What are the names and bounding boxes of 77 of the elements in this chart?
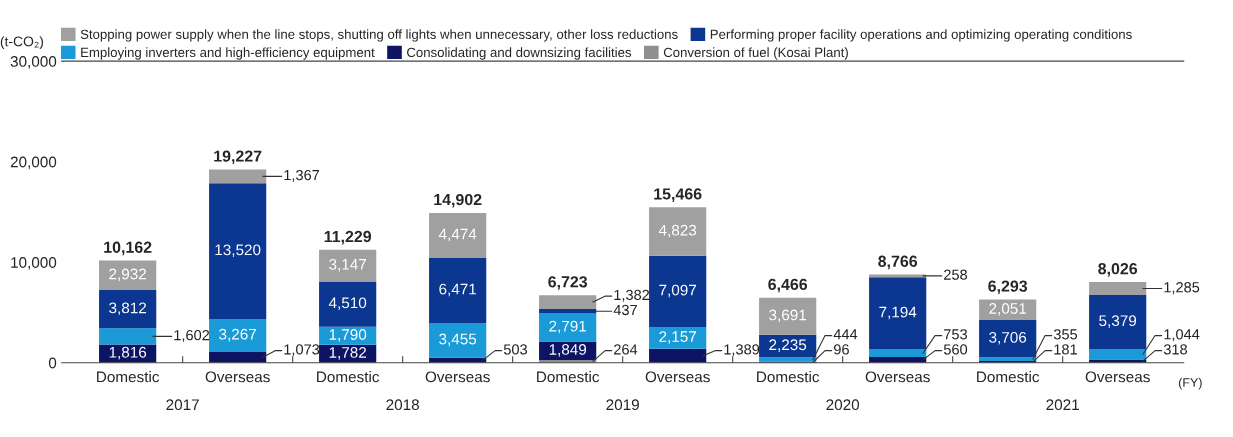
data-label: 3,267 (219, 328, 257, 342)
text: (FY) (1178, 377, 1202, 390)
data-label: 444 (833, 329, 858, 340)
data-label: 1,073 (284, 344, 320, 357)
total-label: 8,026 (1098, 263, 1138, 277)
data-label: 503 (503, 344, 527, 355)
data-label: 1,389 (724, 344, 760, 357)
data-label: 1,790 (329, 329, 367, 342)
text: 2019 (606, 399, 639, 411)
x-tick-label: Overseas (645, 371, 710, 383)
data-label: 181 (1054, 344, 1077, 355)
y-axis-title: (t-CO₂) (0, 36, 44, 50)
total-label: 8,766 (878, 255, 918, 270)
data-label: 2,932 (109, 268, 146, 282)
data-label: 3,147 (329, 258, 367, 272)
text: 2018 (386, 399, 419, 411)
x-tick-label: Overseas (425, 371, 490, 383)
data-label: 13,520 (215, 244, 261, 258)
x-tick-label: Domestic (977, 371, 1040, 383)
y-tick-label: 0 (48, 357, 57, 369)
legend-label: Performing proper facility operations and optimizing operating conditions (710, 29, 1132, 42)
data-label: 6,471 (439, 283, 477, 297)
text: 2017 (166, 399, 199, 411)
data-label: 355 (1053, 329, 1078, 340)
x-tick-label: Overseas (1085, 371, 1150, 383)
total-label: 14,902 (434, 193, 482, 208)
total-label: 6,466 (768, 278, 808, 293)
total-label: 6,293 (988, 280, 1028, 295)
data-label: 258 (944, 269, 968, 280)
data-label: 1,602 (174, 329, 210, 343)
data-label: 560 (943, 344, 968, 355)
x-tick-label: Overseas (205, 371, 270, 383)
data-label: 1,285 (1164, 282, 1200, 295)
data-label: 96 (834, 344, 849, 355)
data-label: 5,379 (1099, 315, 1137, 328)
data-label: 1,044 (1164, 329, 1200, 342)
text: 2020 (826, 399, 860, 411)
data-label: 7,194 (879, 306, 917, 320)
data-label: 4,510 (328, 297, 367, 311)
legend-label: Stopping power supply when the line stops, shutting off lights when unnecessary, other loss reductions (80, 29, 678, 42)
x-tick-label: Domestic (97, 371, 160, 383)
total-label: 15,466 (654, 188, 702, 202)
data-label: 1,382 (614, 289, 650, 302)
data-label: 264 (614, 344, 638, 355)
y-tick-label: 10,000 (11, 257, 57, 270)
data-label: 1,816 (109, 346, 147, 360)
data-label: 3,691 (769, 309, 807, 323)
data-label: 4,823 (658, 224, 697, 238)
x-tick-label: Domestic (537, 371, 600, 383)
x-tick-label: Domestic (757, 371, 820, 383)
legend-label: Conversion of fuel (Kosai Plant) (663, 47, 848, 60)
total-label: 6,723 (548, 276, 588, 290)
data-label: 7,097 (659, 284, 697, 298)
data-label: 3,812 (109, 302, 146, 316)
data-label: 318 (1163, 344, 1188, 355)
y-tick-label: 30,000 (10, 56, 57, 69)
text: 2021 (1046, 399, 1079, 411)
total-label: 19,227 (214, 150, 262, 165)
data-label: 2,235 (769, 339, 807, 352)
data-label: 4,474 (438, 228, 477, 242)
total-label: 11,229 (324, 230, 372, 245)
data-label: 3,455 (439, 333, 477, 347)
x-tick-label: Overseas (865, 371, 930, 383)
data-label: 1,782 (329, 347, 367, 360)
data-label: 2,051 (989, 303, 1027, 316)
legend-label: Employing inverters and high-efficiency equipment (81, 47, 375, 60)
data-label: 1,367 (284, 169, 320, 182)
y-tick-label: 20,000 (10, 156, 57, 170)
x-tick-label: Domestic (317, 371, 380, 383)
data-label: 2,791 (549, 320, 587, 334)
data-label: 2,157 (659, 331, 697, 344)
data-label: 437 (613, 304, 637, 316)
data-label: 1,849 (549, 344, 587, 357)
legend-label: Consolidating and downsizing facilities (407, 47, 632, 60)
data-label: 753 (944, 329, 968, 340)
data-label: 3,706 (989, 331, 1027, 345)
total-label: 10,162 (104, 241, 152, 256)
